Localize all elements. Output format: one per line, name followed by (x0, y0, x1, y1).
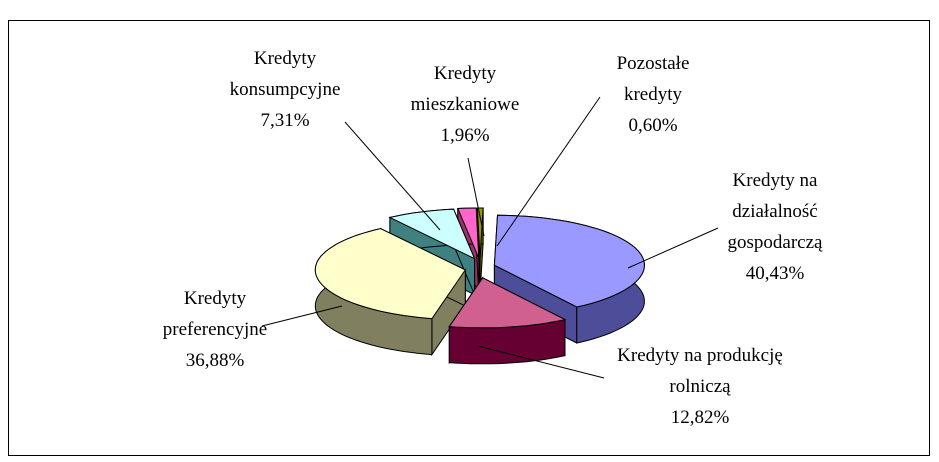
slice (448, 277, 567, 329)
slice (457, 207, 480, 259)
chart-frame (8, 20, 930, 456)
slice (314, 227, 467, 357)
leader-line (261, 305, 343, 327)
leader-line (344, 121, 441, 231)
slice-label: Kredyty konsumpcyjne 7,31% (210, 43, 360, 136)
value-label: 36,88% (185, 350, 245, 371)
value-label: 0,60% (628, 115, 678, 136)
category-name: Kredyty preferencyjne (162, 288, 268, 340)
slice-label: Kredyty preferencyjne 36,88% (150, 283, 280, 376)
value-label: 12,82% (670, 407, 730, 428)
category-name: Kredyty mieszkaniowe (410, 63, 520, 115)
leader-line (467, 157, 485, 237)
slice (388, 208, 476, 260)
slice-label: Kredyty na produkcję rolniczą 12,82% (600, 340, 800, 433)
value-label: 40,43% (745, 263, 805, 284)
category-name: Kredyty na działalność gospodarczą (727, 170, 823, 253)
slice (448, 276, 567, 365)
category-name: Kredyty konsumpcyjne (229, 48, 341, 100)
slice-label: Kredyty mieszkaniowe 1,96% (400, 58, 530, 151)
category-name: Kredyty na produkcję rolniczą (617, 345, 783, 397)
slice (314, 228, 467, 320)
slice-label: Kredyty na działalność gospodarczą 40,43% (712, 165, 838, 289)
slice-label: Pozostałe kredyty 0,60% (598, 48, 708, 141)
value-label: 7,31% (260, 110, 310, 131)
leader-line (477, 345, 605, 379)
leader-line (627, 227, 719, 269)
value-label: 1,96% (440, 125, 490, 146)
leader-line (496, 96, 601, 247)
slice (493, 214, 645, 308)
category-name: Pozostałe kredyty (616, 53, 690, 105)
